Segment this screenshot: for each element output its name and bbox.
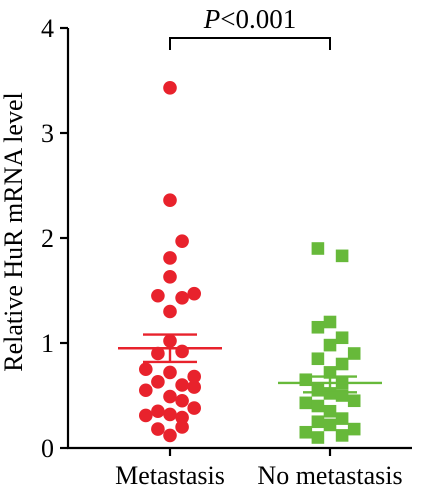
y-tick-label: 4 [41,14,54,43]
data-point [347,394,361,408]
data-point [175,291,189,305]
data-point [335,412,349,425]
data-series [118,81,382,444]
data-point [139,362,153,377]
data-point [311,399,325,413]
data-point [163,270,177,284]
series-no-metastasis [278,242,382,444]
data-point [151,288,165,303]
data-point [163,251,177,265]
data-point [299,396,313,410]
data-point [347,422,361,436]
y-tick-label: 3 [41,119,54,148]
data-point [175,344,189,359]
data-point [163,193,177,207]
data-point [311,320,325,334]
data-point [347,347,361,360]
data-point [187,380,201,394]
data-point [311,352,325,366]
data-point [323,315,337,329]
data-point [139,383,153,398]
y-tick-label: 1 [41,329,54,358]
data-point [163,81,177,95]
data-point [151,346,165,361]
data-point [311,242,325,255]
bracket-line [169,37,331,50]
data-point [151,404,165,419]
x-axis: Metastasis No metastasis [67,446,412,490]
data-point [163,407,177,422]
series-metastasis [118,81,222,443]
data-point [187,401,201,415]
data-point [187,286,201,301]
data-point [311,383,325,397]
data-point [311,431,325,444]
data-point [323,418,337,432]
data-point [175,410,189,425]
data-point [335,429,349,442]
data-point [323,404,337,418]
data-point [335,357,349,371]
x-tick-label: Metastasis [115,461,225,490]
data-point [175,420,189,434]
data-point [323,338,337,352]
y-axis: 0 1 2 3 4 [41,14,70,463]
p-value-annotation: P<0.001 [203,4,296,34]
data-point [335,249,349,263]
significance-bracket [169,37,331,50]
data-point [163,304,177,319]
data-point [175,234,189,248]
p-value-label: P [203,4,221,34]
data-point [175,393,189,408]
data-point [187,369,201,384]
data-point [139,408,153,423]
data-point [163,365,177,380]
y-tick-label: 0 [41,434,54,463]
data-point [311,415,325,429]
y-axis-title: Relative HuR mRNA level [0,92,28,371]
data-point [151,375,165,389]
data-point [163,389,177,404]
x-tick-label: No metastasis [257,461,402,490]
p-value-threshold: <0.001 [220,4,296,34]
data-point [299,425,313,439]
data-point [299,373,313,387]
data-point [335,389,349,402]
data-point [175,378,189,392]
y-tick-label: 2 [41,224,54,253]
data-point [335,331,349,345]
data-point [151,422,165,436]
data-point [163,428,177,443]
